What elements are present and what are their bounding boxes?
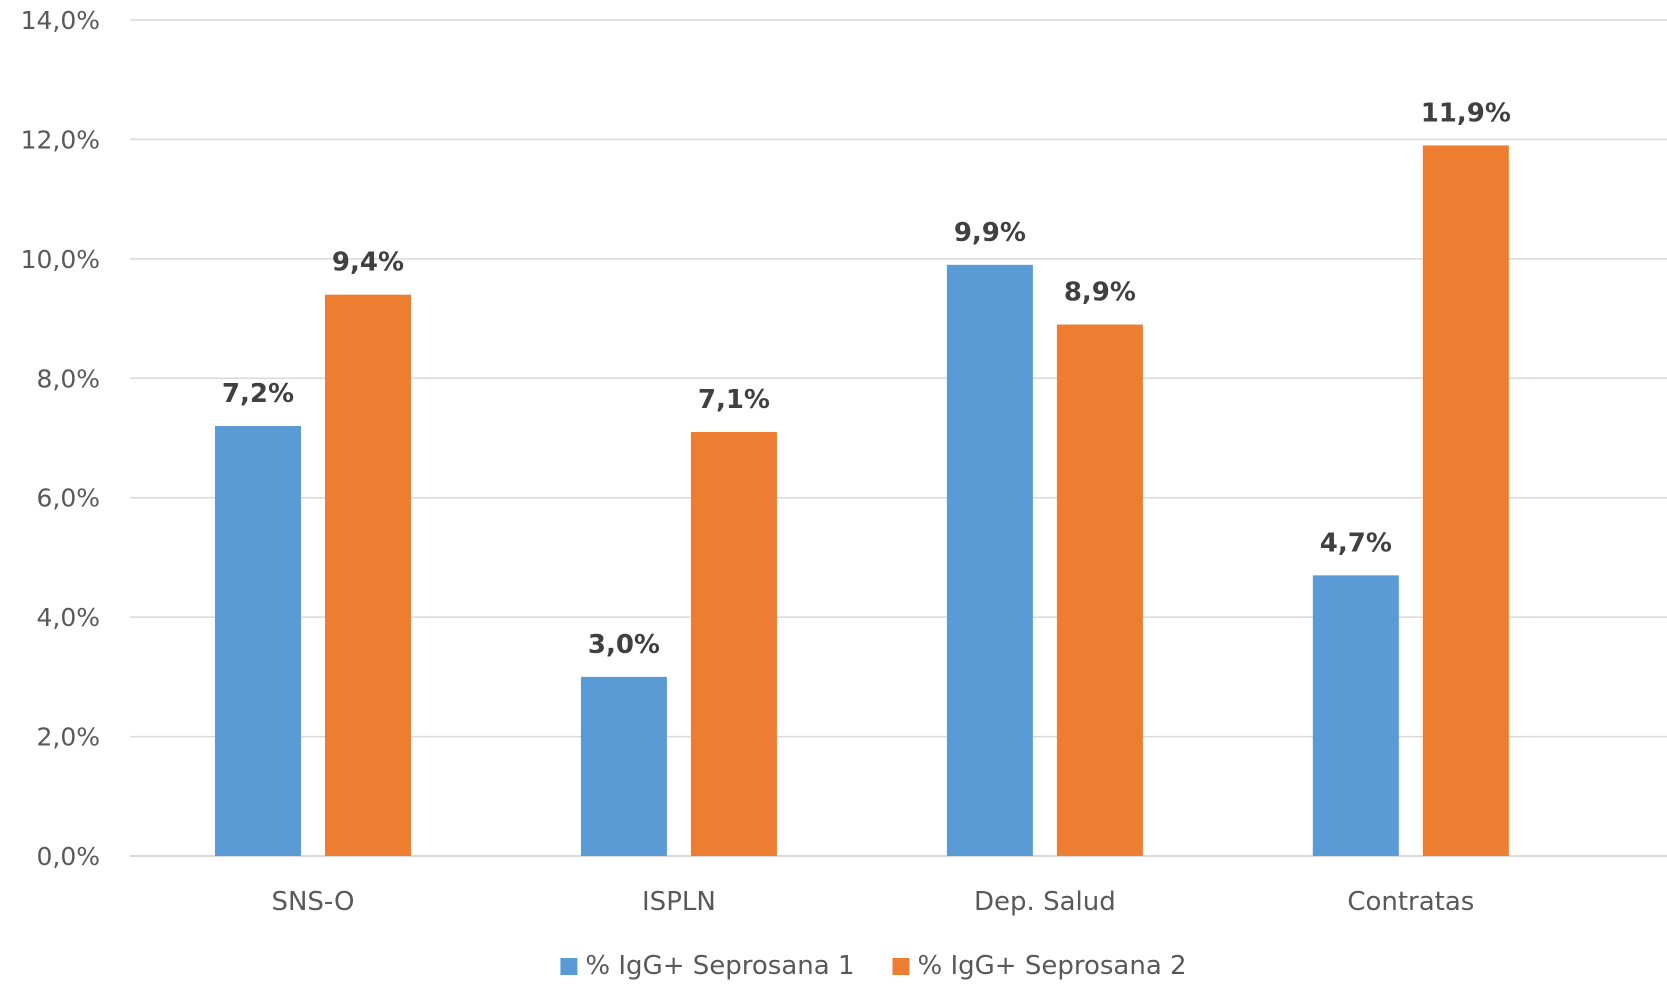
- data-labels: 7,2% 9,4% 3,0% 7,1% 9,9% 8,9% 4,7% 11,9%: [222, 98, 1511, 659]
- y-tick-label: 10,0%: [21, 245, 100, 274]
- bar-contratas-series-2: [1422, 145, 1509, 856]
- y-axis-ticks: 0,0% 2,0% 4,0% 6,0% 8,0% 10,0% 12,0% 14,0%: [21, 6, 100, 871]
- y-tick-label: 2,0%: [36, 723, 100, 752]
- category-label: ISPLN: [642, 887, 716, 917]
- bar-ispln-series-1: [580, 676, 667, 856]
- category-label: SNS-O: [271, 887, 354, 917]
- category-label: Contratas: [1347, 887, 1474, 917]
- data-label: 11,9%: [1421, 98, 1511, 128]
- legend-swatch-series-1: [560, 958, 578, 975]
- data-label: 8,9%: [1064, 278, 1136, 308]
- y-tick-label: 6,0%: [36, 484, 100, 513]
- data-label: 9,9%: [954, 218, 1026, 248]
- data-label: 7,1%: [698, 385, 770, 415]
- x-axis-categories: SNS-O ISPLN Dep. Salud Contratas: [271, 887, 1474, 917]
- bar-sns-o-series-2: [324, 294, 411, 857]
- legend-label: % IgG+ Seprosana 1: [585, 951, 854, 981]
- data-label: 7,2%: [222, 379, 294, 409]
- data-label: 3,0%: [588, 630, 660, 660]
- legend: % IgG+ Seprosana 1 % IgG+ Seprosana 2: [560, 951, 1187, 981]
- category-label: Dep. Salud: [974, 887, 1116, 917]
- y-tick-label: 12,0%: [21, 125, 100, 154]
- bar-dep-salud-series-2: [1056, 324, 1143, 856]
- y-tick-label: 0,0%: [36, 842, 100, 871]
- data-label: 9,4%: [332, 248, 404, 278]
- bar-sns-o-series-1: [214, 426, 301, 856]
- legend-label: % IgG+ Seprosana 2: [918, 951, 1187, 981]
- bar-contratas-series-1: [1312, 575, 1399, 856]
- y-tick-label: 8,0%: [36, 364, 100, 393]
- y-tick-label: 4,0%: [36, 603, 100, 632]
- bar-ispln-series-2: [690, 432, 777, 856]
- y-tick-label: 14,0%: [21, 6, 100, 35]
- bar-dep-salud-series-1: [946, 264, 1033, 856]
- legend-swatch-series-2: [892, 958, 910, 975]
- bars: [214, 145, 1509, 857]
- data-label: 4,7%: [1320, 528, 1392, 558]
